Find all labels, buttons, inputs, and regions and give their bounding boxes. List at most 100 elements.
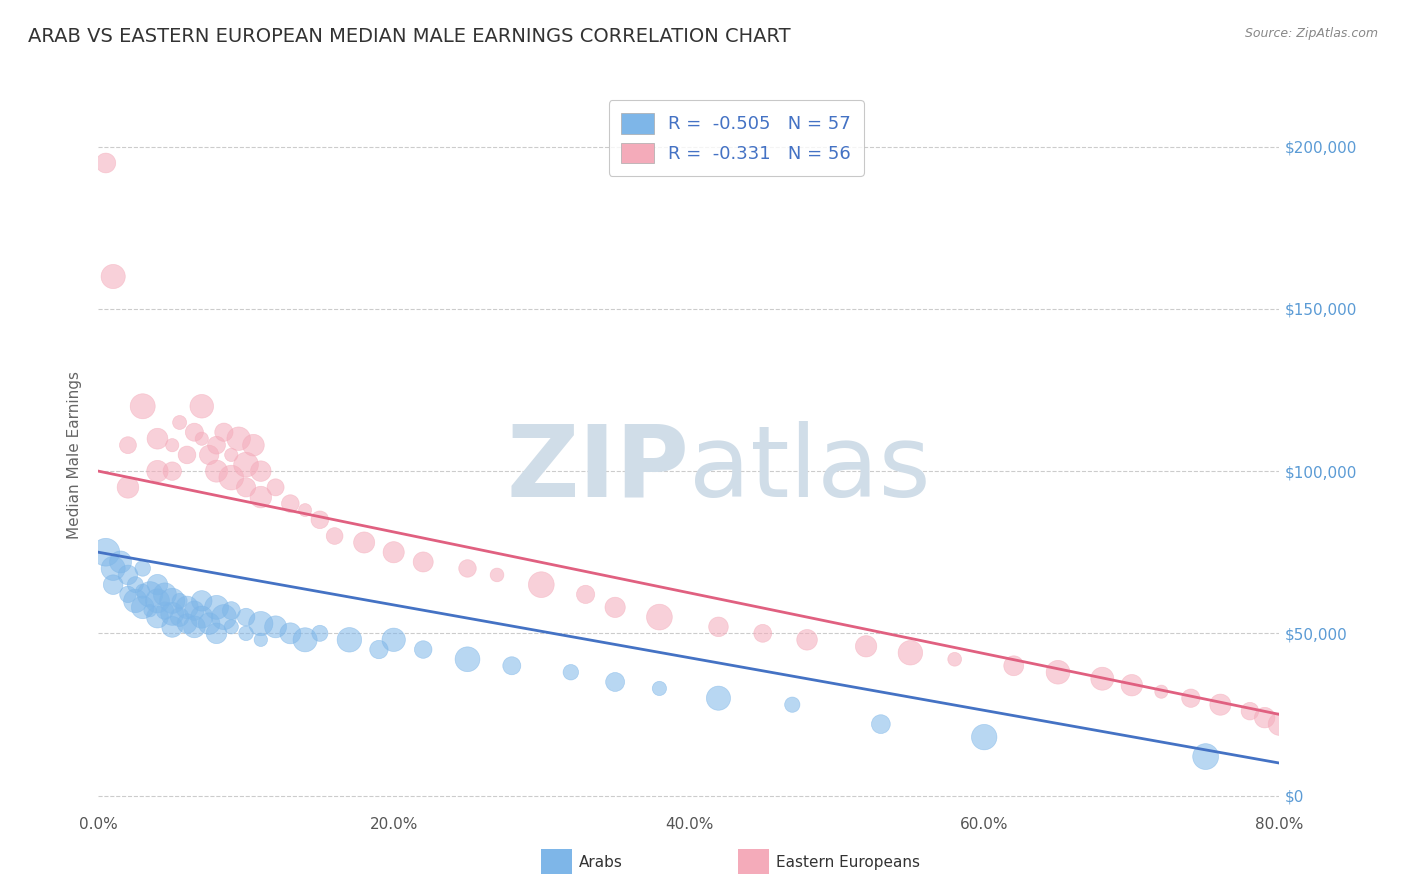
Point bbox=[169, 416, 191, 430]
Point bbox=[1002, 658, 1025, 673]
Point bbox=[1121, 678, 1143, 692]
Point bbox=[162, 607, 183, 621]
Point bbox=[648, 681, 671, 696]
Point bbox=[1268, 717, 1291, 731]
Point bbox=[264, 620, 287, 634]
Point bbox=[1091, 672, 1114, 686]
Point bbox=[235, 458, 257, 472]
Point bbox=[146, 464, 169, 478]
Point bbox=[94, 156, 117, 170]
Point bbox=[574, 587, 596, 601]
Point bbox=[169, 594, 191, 608]
Point bbox=[219, 620, 242, 634]
Point bbox=[1195, 749, 1218, 764]
Point bbox=[132, 584, 155, 599]
Point bbox=[707, 691, 730, 706]
Point bbox=[456, 652, 478, 666]
Text: Arabs: Arabs bbox=[579, 855, 623, 870]
Point bbox=[228, 432, 250, 446]
Point bbox=[1254, 711, 1277, 725]
Legend: R =  -0.505   N = 57, R =  -0.331   N = 56: R = -0.505 N = 57, R = -0.331 N = 56 bbox=[609, 100, 863, 176]
Point bbox=[124, 594, 146, 608]
Point bbox=[309, 626, 332, 640]
Point bbox=[235, 480, 257, 494]
Point bbox=[146, 432, 169, 446]
Point bbox=[94, 545, 117, 559]
Point bbox=[278, 497, 302, 511]
Point bbox=[486, 568, 509, 582]
Point bbox=[191, 594, 214, 608]
Point bbox=[560, 665, 582, 680]
Point bbox=[162, 464, 183, 478]
Point bbox=[605, 600, 627, 615]
Point bbox=[796, 632, 818, 647]
Point bbox=[191, 610, 214, 624]
Point bbox=[900, 646, 922, 660]
Point bbox=[782, 698, 804, 712]
Point bbox=[1209, 698, 1232, 712]
Point bbox=[176, 448, 198, 462]
Point bbox=[855, 640, 877, 654]
Point bbox=[212, 425, 235, 440]
Point bbox=[382, 545, 405, 559]
Point bbox=[117, 587, 139, 601]
Point bbox=[1239, 704, 1261, 718]
Point bbox=[294, 632, 316, 647]
Point bbox=[176, 616, 198, 631]
Point bbox=[117, 438, 139, 452]
Point bbox=[1150, 684, 1173, 698]
Point bbox=[169, 610, 191, 624]
Point bbox=[132, 561, 155, 575]
Point bbox=[456, 561, 478, 575]
Point bbox=[146, 594, 169, 608]
Point bbox=[132, 399, 155, 413]
Point bbox=[605, 675, 627, 690]
Point bbox=[162, 594, 183, 608]
Point bbox=[869, 717, 891, 731]
Text: ARAB VS EASTERN EUROPEAN MEDIAN MALE EARNINGS CORRELATION CHART: ARAB VS EASTERN EUROPEAN MEDIAN MALE EAR… bbox=[28, 27, 790, 45]
Point bbox=[219, 448, 242, 462]
Point bbox=[309, 513, 332, 527]
Point bbox=[294, 503, 316, 517]
Point bbox=[146, 610, 169, 624]
Point bbox=[368, 642, 391, 657]
Point bbox=[205, 438, 228, 452]
Point bbox=[219, 604, 242, 618]
Point bbox=[264, 480, 287, 494]
Point bbox=[191, 432, 214, 446]
Point bbox=[530, 577, 553, 591]
Point bbox=[205, 626, 228, 640]
Text: Eastern Europeans: Eastern Europeans bbox=[776, 855, 920, 870]
Point bbox=[139, 587, 162, 601]
Text: Source: ZipAtlas.com: Source: ZipAtlas.com bbox=[1244, 27, 1378, 40]
Point bbox=[183, 425, 205, 440]
Point bbox=[191, 399, 214, 413]
Point bbox=[198, 448, 221, 462]
Point bbox=[103, 577, 125, 591]
Point bbox=[205, 464, 228, 478]
Point bbox=[198, 616, 221, 631]
Point bbox=[176, 600, 198, 615]
Point bbox=[146, 577, 169, 591]
Point bbox=[153, 604, 176, 618]
Point bbox=[1180, 691, 1202, 706]
Point bbox=[412, 555, 434, 569]
Point bbox=[250, 490, 273, 504]
Point bbox=[501, 658, 523, 673]
Point bbox=[183, 604, 205, 618]
Point bbox=[117, 480, 139, 494]
Point bbox=[117, 568, 139, 582]
Point bbox=[162, 620, 183, 634]
Point bbox=[162, 438, 183, 452]
Point bbox=[103, 269, 125, 284]
Text: atlas: atlas bbox=[689, 421, 931, 517]
Point bbox=[943, 652, 966, 666]
Point bbox=[412, 642, 434, 657]
Point bbox=[648, 610, 671, 624]
Point bbox=[382, 632, 405, 647]
Point bbox=[103, 561, 125, 575]
Point bbox=[278, 626, 302, 640]
Point bbox=[751, 626, 773, 640]
Y-axis label: Median Male Earnings: Median Male Earnings bbox=[67, 371, 83, 539]
Point bbox=[124, 577, 146, 591]
